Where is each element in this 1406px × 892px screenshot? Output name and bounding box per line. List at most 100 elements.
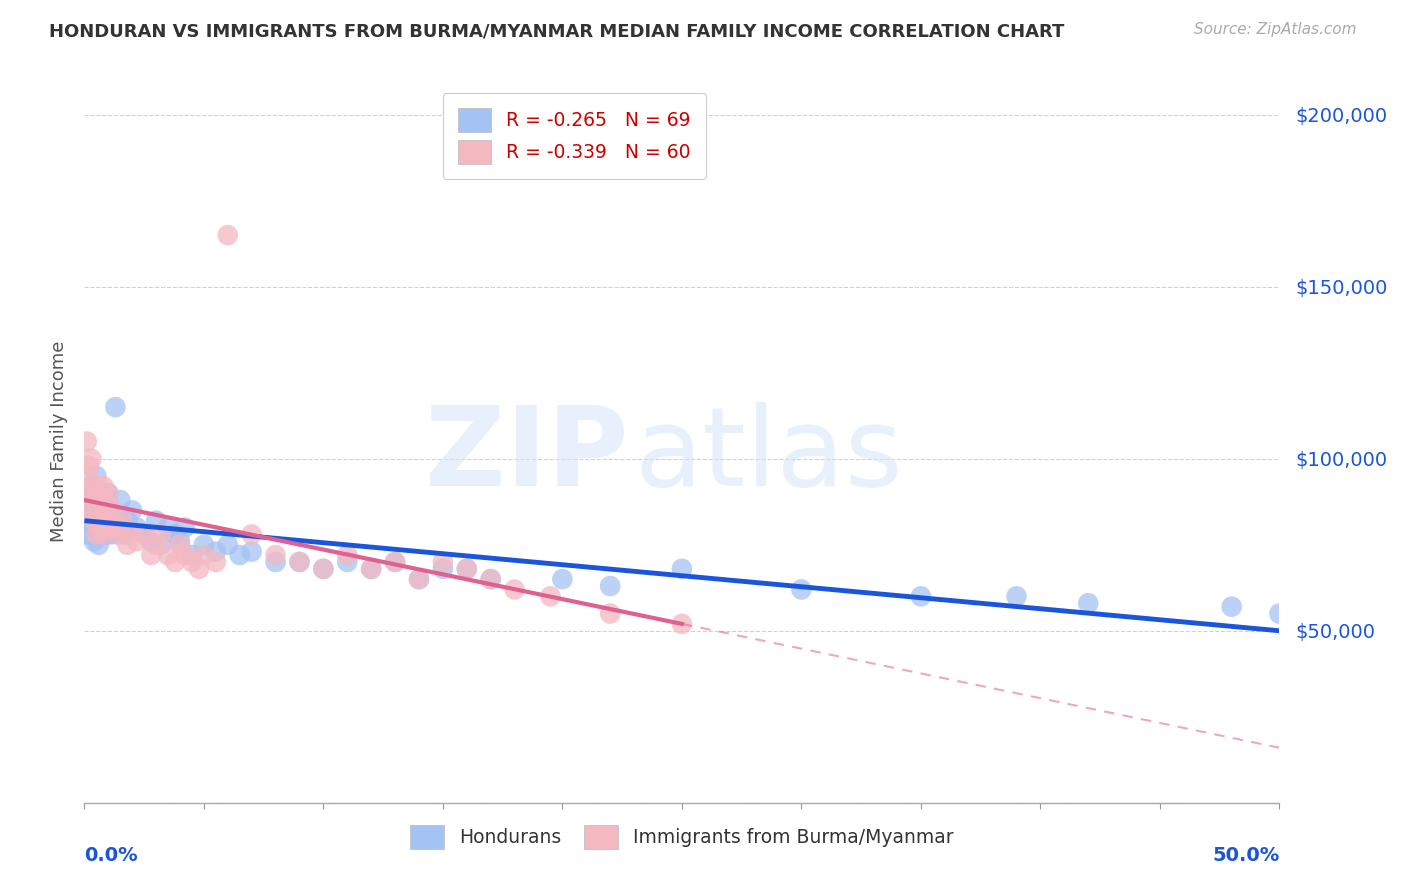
Point bbox=[87, 500, 110, 514]
Point bbox=[90, 493, 112, 508]
Point bbox=[100, 520, 122, 534]
Point bbox=[111, 514, 134, 528]
Point bbox=[1220, 599, 1243, 614]
Point bbox=[1005, 590, 1028, 604]
Point bbox=[76, 469, 98, 483]
Point bbox=[217, 228, 239, 243]
Point bbox=[181, 555, 204, 569]
Point bbox=[432, 562, 454, 576]
Point bbox=[107, 527, 129, 541]
Point bbox=[790, 582, 813, 597]
Point bbox=[193, 538, 215, 552]
Point bbox=[125, 534, 148, 549]
Point bbox=[479, 572, 502, 586]
Point bbox=[264, 555, 287, 569]
Point bbox=[205, 555, 228, 569]
Point bbox=[86, 527, 108, 541]
Point bbox=[77, 458, 100, 473]
Point bbox=[87, 520, 110, 534]
Point bbox=[169, 538, 191, 552]
Point bbox=[181, 548, 204, 562]
Point bbox=[165, 555, 187, 569]
Point bbox=[157, 548, 180, 562]
Point bbox=[288, 555, 311, 569]
Point bbox=[456, 562, 478, 576]
Point bbox=[93, 503, 115, 517]
Point bbox=[90, 514, 112, 528]
Point bbox=[93, 527, 115, 541]
Point bbox=[104, 400, 127, 414]
Point bbox=[80, 479, 103, 493]
Point bbox=[336, 555, 359, 569]
Point bbox=[83, 534, 105, 549]
Point bbox=[100, 500, 122, 514]
Point bbox=[149, 538, 172, 552]
Point bbox=[94, 507, 117, 521]
Point bbox=[312, 562, 335, 576]
Point bbox=[80, 503, 103, 517]
Point bbox=[145, 514, 167, 528]
Point bbox=[408, 572, 430, 586]
Point bbox=[114, 527, 136, 541]
Point bbox=[110, 514, 132, 528]
Point bbox=[125, 520, 148, 534]
Point bbox=[76, 514, 98, 528]
Point bbox=[360, 562, 382, 576]
Point bbox=[111, 520, 134, 534]
Point bbox=[360, 562, 382, 576]
Point bbox=[910, 590, 932, 604]
Point bbox=[86, 493, 108, 508]
Point bbox=[100, 507, 122, 521]
Point bbox=[671, 616, 693, 631]
Point bbox=[169, 534, 191, 549]
Point bbox=[599, 579, 621, 593]
Point bbox=[80, 451, 103, 466]
Point bbox=[87, 538, 110, 552]
Point bbox=[80, 520, 103, 534]
Point bbox=[90, 493, 112, 508]
Point bbox=[408, 572, 430, 586]
Point bbox=[97, 500, 120, 514]
Point bbox=[93, 479, 115, 493]
Point bbox=[117, 514, 139, 528]
Point bbox=[117, 538, 139, 552]
Point bbox=[288, 555, 311, 569]
Point bbox=[97, 520, 120, 534]
Point bbox=[540, 590, 562, 604]
Point bbox=[217, 538, 239, 552]
Point bbox=[188, 562, 211, 576]
Y-axis label: Median Family Income: Median Family Income bbox=[49, 341, 67, 542]
Point bbox=[94, 520, 117, 534]
Point bbox=[479, 572, 502, 586]
Text: 0.0%: 0.0% bbox=[84, 847, 138, 865]
Text: ZIP: ZIP bbox=[425, 402, 628, 509]
Point bbox=[173, 548, 195, 562]
Point bbox=[1077, 596, 1099, 610]
Point bbox=[264, 548, 287, 562]
Point bbox=[100, 527, 122, 541]
Point bbox=[141, 534, 163, 549]
Point bbox=[83, 500, 105, 514]
Point bbox=[145, 538, 167, 552]
Point bbox=[76, 486, 98, 500]
Point bbox=[87, 520, 110, 534]
Point bbox=[456, 562, 478, 576]
Point bbox=[101, 520, 124, 534]
Point bbox=[503, 582, 526, 597]
Point bbox=[93, 503, 115, 517]
Point bbox=[121, 527, 143, 541]
Point bbox=[121, 503, 143, 517]
Point bbox=[101, 514, 124, 528]
Point bbox=[97, 486, 120, 500]
Point bbox=[240, 544, 263, 558]
Text: atlas: atlas bbox=[634, 402, 903, 509]
Point bbox=[77, 493, 100, 508]
Point bbox=[240, 527, 263, 541]
Point bbox=[76, 434, 98, 449]
Point bbox=[432, 555, 454, 569]
Point bbox=[336, 548, 359, 562]
Point bbox=[173, 520, 195, 534]
Point bbox=[193, 548, 215, 562]
Point bbox=[205, 544, 228, 558]
Point bbox=[83, 486, 105, 500]
